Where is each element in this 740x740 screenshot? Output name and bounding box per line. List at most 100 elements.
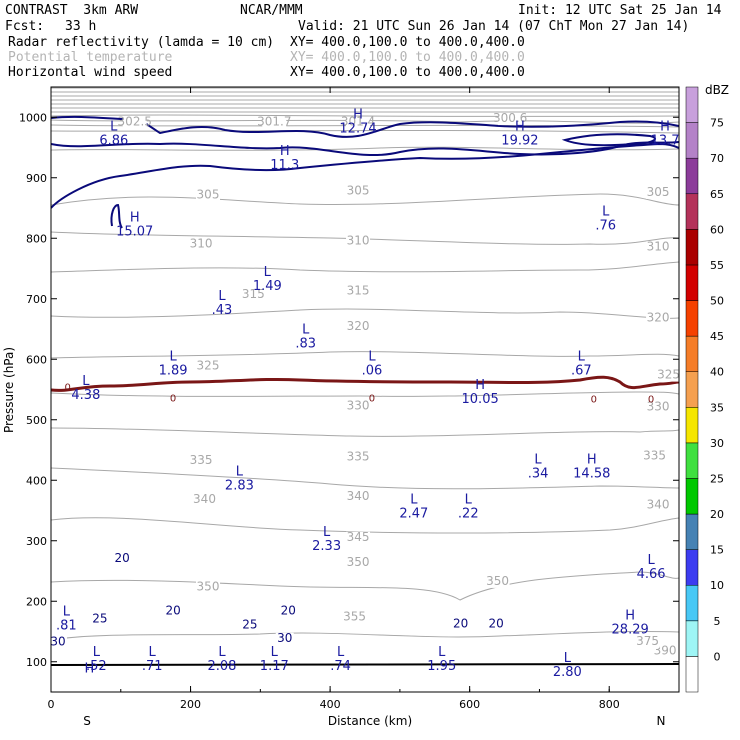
theta-label-bg [189, 238, 214, 251]
theta-label-bg [346, 285, 371, 298]
extremum-type: L [323, 525, 331, 540]
extremum-type: L [564, 651, 572, 666]
x-axis-north-label: N [657, 714, 666, 728]
theta-label: 350 [197, 579, 220, 593]
colorbar-swatch [685, 335, 699, 372]
theta-302 [51, 630, 679, 641]
extremum-value: 15.07 [116, 224, 153, 239]
x-tick-label: 600 [459, 698, 480, 711]
theta-label-bg [346, 400, 371, 413]
colorbar-swatch [685, 549, 699, 586]
colorbar-swatch [685, 442, 699, 479]
extremum-type: L [302, 322, 310, 337]
theta-label-bg [346, 557, 371, 570]
extremum-type: H [280, 144, 290, 159]
extremum-value: 1.89 [159, 364, 188, 379]
colorbar-unit: dBZ [705, 83, 729, 97]
freezing-level-label: 0 [648, 395, 654, 406]
field-name-reflectivity: Radar reflectivity (lamda = 10 cm) [8, 35, 275, 50]
init-time: Init: 12 UTC Sat 25 Jan 14 [518, 3, 722, 18]
extremum-value: 2.47 [399, 506, 428, 521]
theta-label-bg [262, 116, 287, 129]
wind-label: 20 [453, 616, 468, 630]
wind-label-bg [113, 552, 132, 565]
extremum-type: H [625, 609, 635, 624]
wind-label-bg [279, 605, 298, 618]
wind-labels: 30 25 25 20 20 20 20 20 30 [51, 551, 506, 649]
freezing-level-label: 0 [170, 393, 176, 404]
theta-label-bg [653, 645, 678, 658]
extremum-type: H [130, 210, 140, 225]
theta-label-bg [646, 186, 671, 199]
extremum-value: .22 [458, 506, 479, 521]
extremum-type: H [515, 120, 525, 135]
extremum-value: 19.92 [501, 134, 538, 149]
forecast-hours: 33 h [65, 19, 97, 34]
theta-label: 330 [347, 398, 370, 412]
theta-label: 315 [347, 284, 370, 298]
colorbar-tick-label: 75 [710, 117, 724, 130]
extremum-type: L [149, 645, 157, 660]
theta-335 [51, 308, 679, 319]
extremum-type: L [93, 645, 101, 660]
x-axis-south-label: S [83, 714, 91, 728]
theta-label: 305 [647, 185, 670, 199]
colorbar-tick-label: 25 [710, 472, 724, 485]
extremum-value: 1.49 [253, 279, 282, 294]
extremum-type: L [647, 553, 655, 568]
extremum-type: L [169, 350, 177, 365]
wind-label-bg [275, 632, 294, 645]
colorbar-swatch [685, 513, 699, 550]
extremum-value: .74 [330, 659, 351, 674]
colorbar-swatch [685, 620, 699, 657]
wind-label: 20 [165, 604, 180, 618]
colorbar-swatch [685, 264, 699, 301]
theta-label-bg [196, 581, 220, 594]
colorbar-tick-label: 10 [710, 579, 724, 592]
theta-label: 330 [647, 400, 670, 414]
theta-label-bg [241, 289, 266, 302]
y-tick-label: 900 [26, 172, 47, 185]
theta-label-bg [346, 491, 371, 504]
extremum-type: H [84, 662, 94, 677]
extremum-value: .34 [528, 466, 549, 481]
colorbar-swatch [685, 157, 699, 195]
extremum-value: .67 [571, 364, 592, 379]
y-tick-label: 100 [26, 656, 47, 669]
extremum-type: L [218, 289, 226, 304]
surface-line [51, 663, 679, 666]
extremum-type: L [465, 492, 473, 507]
theta-upper-band [51, 87, 679, 117]
extremum-value: .83 [295, 336, 316, 351]
extremum-value: 28.29 [612, 623, 649, 638]
wind-contours [51, 115, 679, 229]
wind-label: 20 [489, 616, 504, 630]
wind-25-contour [51, 141, 679, 157]
theta-label: 355 [343, 610, 366, 624]
theta-label-bg [189, 454, 214, 467]
theta-label: 300.6 [493, 111, 527, 125]
colorbar-tick-label: 45 [710, 330, 724, 343]
theta-label: 350 [486, 574, 509, 588]
extremum-value: .43 [212, 303, 233, 318]
theta-label: 350 [347, 555, 370, 569]
extremum-value: 11.3 [270, 158, 299, 173]
colorbar-swatch [685, 300, 699, 337]
freezing-level-label: 0 [591, 395, 597, 406]
extremum-value: 6.86 [99, 134, 128, 149]
colorbar-tick-label: 15 [710, 544, 724, 557]
theta-label-bg [342, 611, 367, 624]
theta-label-bg [346, 116, 371, 129]
theta-label: 320 [647, 311, 670, 325]
theta-330 [51, 351, 679, 359]
theta-label: 345 [347, 530, 370, 544]
extremum-type: H [587, 452, 597, 467]
theta-label-bg [498, 113, 523, 126]
theta-label-bg [642, 450, 667, 463]
freezing-level-label: 0 [65, 382, 71, 393]
colorbar-tick-label: 40 [710, 366, 724, 379]
colorbar-swatch [685, 656, 699, 693]
y-tick-label: 300 [26, 535, 47, 548]
freezing-level-label: 0 [369, 393, 375, 404]
